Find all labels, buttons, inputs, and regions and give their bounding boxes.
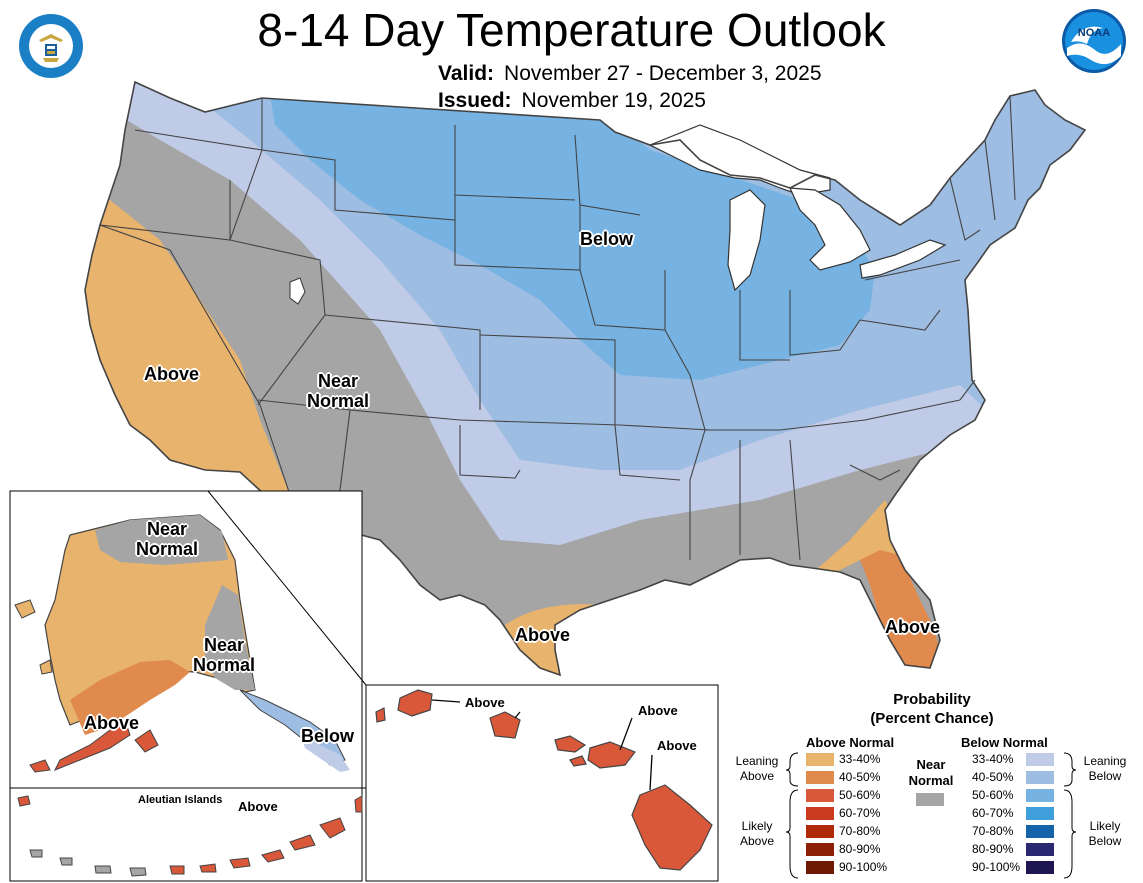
label-above-hawaii-2: Above xyxy=(638,703,678,718)
legend-below-header: Below Normal xyxy=(961,735,1048,750)
legend-below-label-5: 80-90% xyxy=(972,842,1014,856)
legend-likely-above-line2: Above xyxy=(739,834,775,848)
valid-dates: Valid: November 27 - December 3, 2025 xyxy=(438,62,822,86)
issued-date: Issued: November 19, 2025 xyxy=(438,89,706,113)
legend-likely-below-line1: Likely xyxy=(1089,819,1121,833)
label-below-alaska: Below xyxy=(301,726,355,746)
legend-above-label-0: 33-40% xyxy=(839,752,881,766)
legend-near-header-line2: Normal xyxy=(908,773,954,788)
legend-above-swatch-4 xyxy=(806,825,834,838)
legend-below-label-1: 40-50% xyxy=(972,770,1014,784)
label-near-normal-alaska-east-line2: Normal xyxy=(192,655,255,675)
alaska-map xyxy=(14,514,350,773)
legend-above-swatch-2 xyxy=(806,789,834,802)
legend-title: Probability (Percent Chance) xyxy=(850,690,1014,728)
legend-near-header-line1: Near xyxy=(916,757,946,772)
legend-above-swatch-5 xyxy=(806,843,834,856)
department-of-commerce-seal-icon xyxy=(19,14,83,78)
legend-leaning-above: Leaning Above xyxy=(732,754,782,784)
legend-above-label-5: 80-90% xyxy=(839,842,881,856)
legend-below-swatch-0 xyxy=(1026,753,1054,766)
legend-below-label-2: 50-60% xyxy=(972,788,1014,802)
legend-leaning-below-line2: Below xyxy=(1088,769,1122,783)
legend-above-label-6: 90-100% xyxy=(839,860,888,874)
legend-brace-below xyxy=(1063,752,1076,879)
legend-below-label-4: 70-80% xyxy=(972,824,1014,838)
label-above-hawaii-1: Above xyxy=(465,695,505,710)
legend-title-line2: (Percent Chance) xyxy=(870,710,994,727)
legend-above-swatch-1 xyxy=(806,771,834,784)
label-below-conus: Below xyxy=(580,229,634,249)
legend-above-swatch-3 xyxy=(806,807,834,820)
legend-likely-below: Likely Below xyxy=(1080,819,1130,849)
noaa-logo-text: NOAA xyxy=(1078,27,1110,39)
valid-value: November 27 - December 3, 2025 xyxy=(504,62,822,85)
legend-below-swatch-3 xyxy=(1026,807,1054,820)
legend-leaning-above-line2: Above xyxy=(739,769,775,783)
legend-below-swatch-4 xyxy=(1026,825,1054,838)
aleutian-islands-map xyxy=(17,795,363,877)
legend-above-swatch-0 xyxy=(806,753,834,766)
label-near-normal-alaska-east-line1: Near xyxy=(203,635,245,655)
valid-label: Valid: xyxy=(438,62,495,85)
label-above-west: Above xyxy=(144,364,200,384)
label-near-normal-conus: Near Normal xyxy=(300,371,376,411)
legend-below-label-3: 60-70% xyxy=(972,806,1014,820)
label-near-normal-conus-line1: Near xyxy=(317,371,359,391)
legend-below-swatch-2 xyxy=(1026,789,1054,802)
label-above-alaska: Above xyxy=(84,713,140,733)
legend-leaning-below-line1: Leaning xyxy=(1083,754,1127,768)
label-above-texas: Above xyxy=(515,625,571,645)
legend-likely-below-line2: Below xyxy=(1088,834,1122,848)
legend-brace-above xyxy=(786,752,799,879)
legend-below-label-6: 90-100% xyxy=(972,860,1021,874)
legend-below-swatch-5 xyxy=(1026,843,1054,856)
legend-below-bins: 33-40% 40-50% 50-60% 60-70% 70-80% 80-90% 90-1… xyxy=(972,752,1062,883)
legend-above-bins: 33-40% 40-50% 50-60% 60-70% 70-80% 80-90% 90-1… xyxy=(806,752,896,883)
legend-near-swatch xyxy=(916,793,944,806)
legend-above-swatch-6 xyxy=(806,861,834,874)
aleutian-title: Aleutian Islands xyxy=(138,794,223,806)
legend-above-label-1: 40-50% xyxy=(839,770,881,784)
label-near-normal-alaska-north: Near Normal xyxy=(126,519,208,559)
issued-value: November 19, 2025 xyxy=(521,89,706,112)
label-above-aleutian: Above xyxy=(238,799,278,814)
state-boundaries xyxy=(99,95,1016,561)
noaa-logo-icon: NOAA xyxy=(1062,9,1126,73)
legend-below-label-0: 33-40% xyxy=(972,752,1014,766)
label-near-normal-alaska-north-line2: Normal xyxy=(135,539,198,559)
label-above-hawaii-3: Above xyxy=(657,738,697,753)
legend-below-swatch-6 xyxy=(1026,861,1054,874)
legend-above-header: Above Normal xyxy=(806,735,895,750)
legend-above-label-2: 50-60% xyxy=(839,788,881,802)
issued-label: Issued: xyxy=(438,89,512,112)
label-near-normal-alaska-north-line1: Near xyxy=(146,519,188,539)
legend-near-header: Near Normal xyxy=(906,757,956,789)
page-title: 8-14 Day Temperature Outlook xyxy=(257,4,886,56)
legend-below-swatch-1 xyxy=(1026,771,1054,784)
legend-likely-above-line1: Likely xyxy=(741,819,773,833)
legend-leaning-below: Leaning Below xyxy=(1080,754,1130,784)
label-above-florida: Above xyxy=(885,617,941,637)
legend-title-line1: Probability xyxy=(893,691,971,708)
legend-leaning-above-line1: Leaning xyxy=(735,754,779,768)
label-near-normal-conus-line2: Normal xyxy=(306,391,369,411)
legend-likely-above: Likely Above xyxy=(732,819,782,849)
legend-above-label-3: 60-70% xyxy=(839,806,881,820)
label-near-normal-alaska-east: Near Normal xyxy=(186,635,262,675)
hawaii-map xyxy=(375,689,713,871)
legend-above-label-4: 70-80% xyxy=(839,824,881,838)
